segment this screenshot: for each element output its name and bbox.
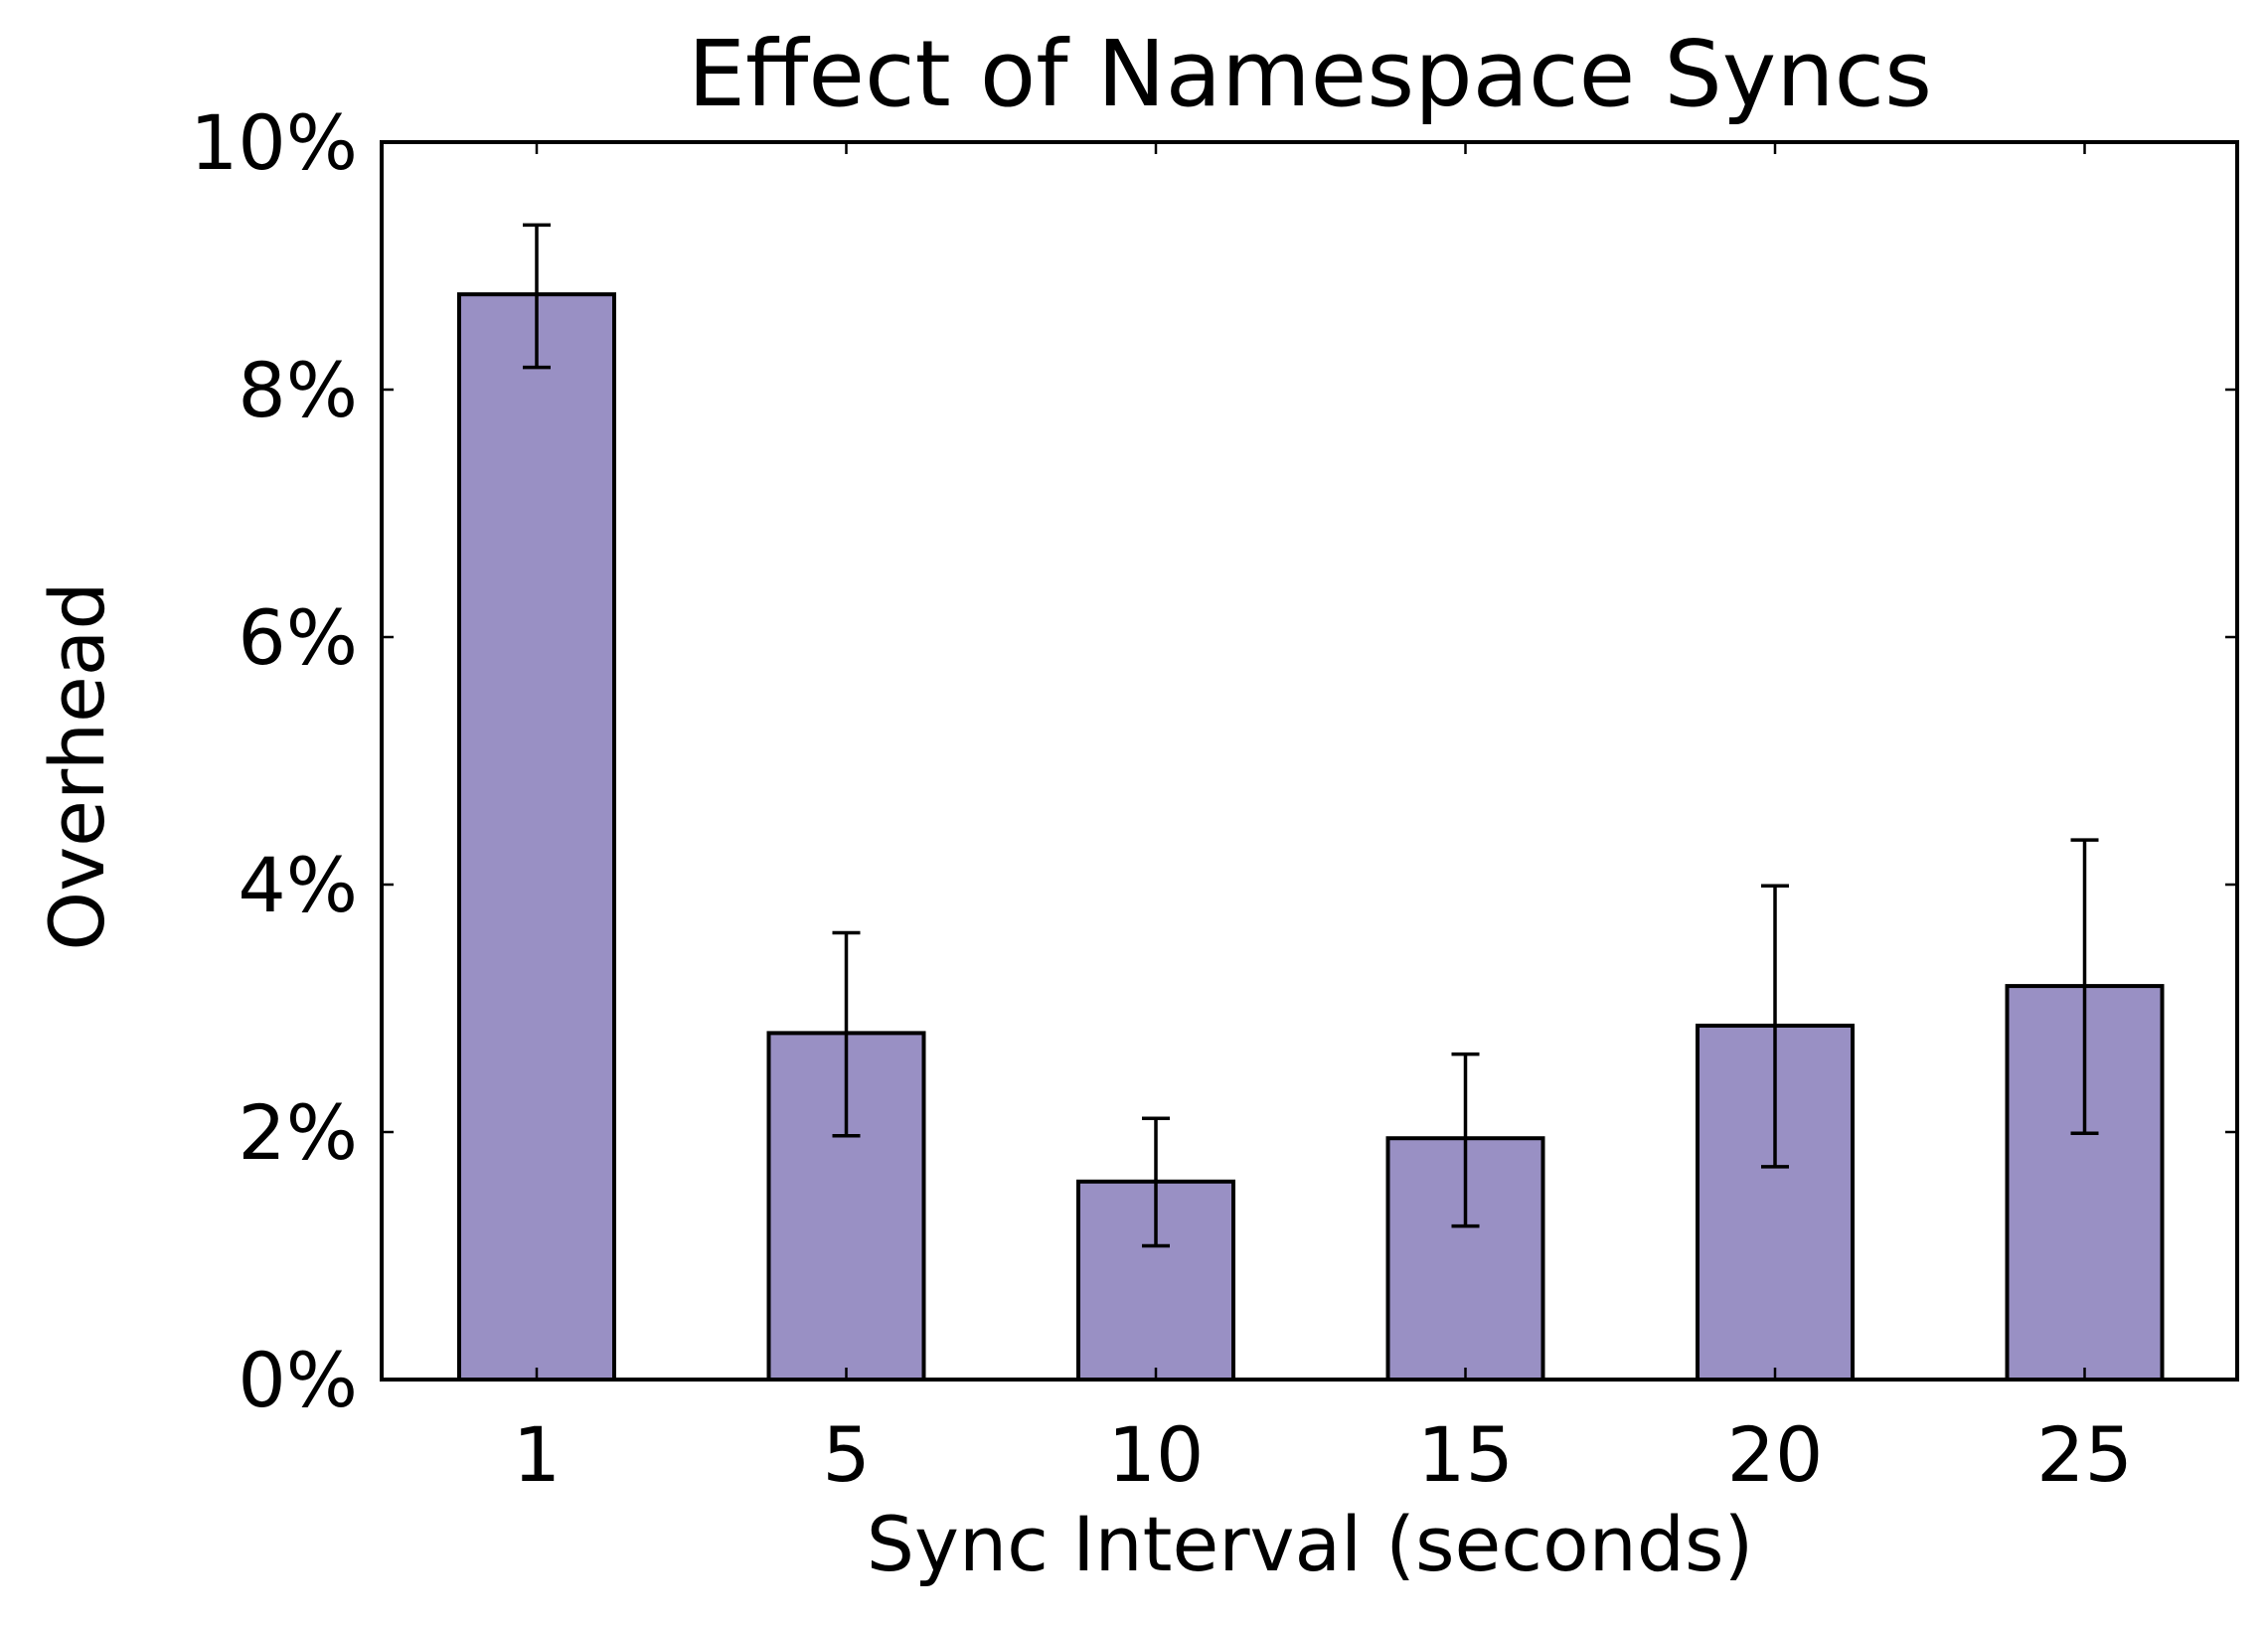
x-tick-label-1: 1 bbox=[513, 1410, 561, 1499]
error-bar-1 bbox=[523, 223, 551, 370]
y-axis-label: Overhead bbox=[33, 581, 121, 950]
y-tick-label-6: 6% bbox=[238, 593, 358, 682]
error-bar-20 bbox=[1761, 884, 1789, 1169]
bar-1 bbox=[457, 292, 616, 1382]
plot-frame bbox=[380, 140, 2239, 1382]
error-bar-25 bbox=[2070, 838, 2099, 1135]
x-tick-label-10: 10 bbox=[1108, 1410, 1205, 1499]
bars-layer bbox=[457, 292, 2165, 1383]
error-bar-15 bbox=[1451, 1052, 1480, 1228]
y-tick-label-2: 2% bbox=[238, 1088, 358, 1177]
y-tick-label-0: 0% bbox=[238, 1336, 358, 1424]
x-tick-label-5: 5 bbox=[822, 1410, 870, 1499]
error-bar-5 bbox=[832, 930, 861, 1138]
error-bars-layer bbox=[523, 223, 2099, 1248]
ticks-layer: 1 5 10 15 20 250%2%4%6%8%10% bbox=[190, 98, 2237, 1499]
bar-20 bbox=[1696, 1023, 1855, 1383]
x-tick-label-15: 15 bbox=[1417, 1410, 1514, 1499]
y-tick-label-4: 4% bbox=[238, 841, 358, 929]
y-tick-label-8: 8% bbox=[238, 346, 358, 434]
x-axis-label: Sync Interval (seconds) bbox=[867, 1500, 1753, 1588]
x-tick-label-25: 25 bbox=[2036, 1410, 2133, 1499]
y-tick-label-10: 10% bbox=[190, 98, 358, 187]
error-bar-10 bbox=[1142, 1116, 1170, 1248]
chart-title: Effect of Namespace Syncs bbox=[688, 21, 1932, 127]
x-tick-label-20: 20 bbox=[1727, 1410, 1824, 1499]
